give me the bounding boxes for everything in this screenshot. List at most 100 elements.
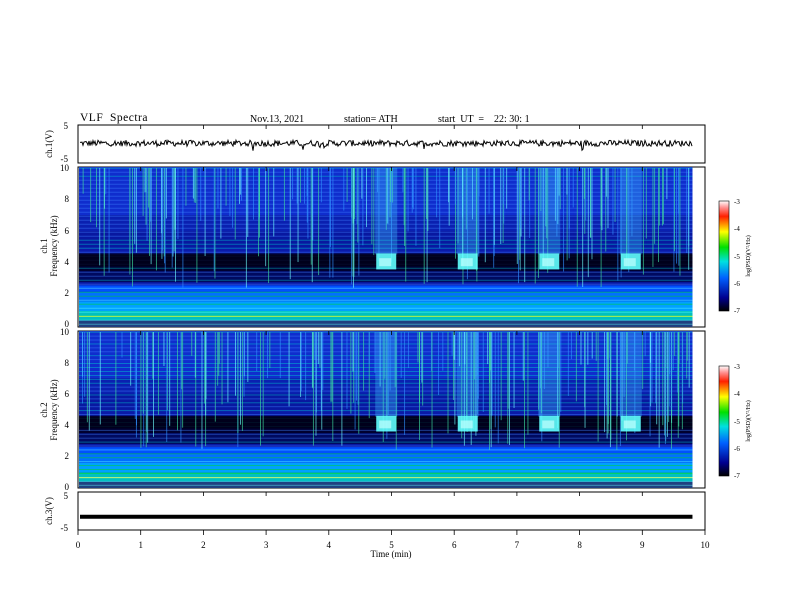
spectrogram-cell — [557, 332, 559, 368]
spectrogram-cell — [466, 332, 468, 423]
spectrogram-cell — [79, 319, 693, 321]
spectrogram-cell — [591, 332, 593, 359]
spectrogram-cell — [597, 332, 599, 442]
spectrogram-cell — [79, 453, 693, 455]
spectrogram-cell — [568, 168, 570, 229]
spectrogram-cell — [524, 332, 525, 449]
spectrogram-cell — [606, 332, 607, 405]
spectrogram-cell — [482, 332, 484, 412]
spectrogram-cell — [607, 168, 609, 229]
spectrogram-cell — [631, 168, 633, 237]
spectrogram-cell — [670, 332, 672, 410]
spectrogram-cell — [307, 168, 309, 239]
spectrogram-cell — [542, 258, 555, 267]
spectrogram-cell — [146, 168, 148, 193]
spectrogram-cell — [354, 168, 356, 219]
spectrogram-cell — [558, 168, 560, 196]
spectrogram-cell — [658, 168, 659, 263]
ch2-cb-tick-m5: -5 — [734, 418, 740, 426]
spectrogram-cell — [442, 332, 444, 371]
spectrogram-cell — [79, 386, 693, 388]
spectrogram-cell — [678, 332, 680, 427]
spectrogram-cell — [407, 168, 409, 232]
spectrogram-cell — [79, 433, 693, 435]
spectrogram-cell — [79, 227, 693, 229]
spectrogram-cell — [79, 351, 693, 353]
spectrogram-cell — [538, 332, 561, 417]
spectrogram-cell — [651, 332, 653, 403]
spectrogram-cell — [195, 168, 197, 203]
spectrogram-cell — [454, 332, 456, 425]
spectrogram-cell — [273, 168, 275, 237]
spectrogram-cell — [368, 332, 370, 419]
spectrogram-cell — [654, 168, 656, 244]
ch3-ylabel: ch.3(V) — [44, 497, 54, 525]
spectrogram-cell — [79, 275, 693, 277]
spectrogram-cell — [149, 168, 150, 256]
spectrogram-cell — [591, 168, 593, 260]
spectrogram-cell — [623, 258, 636, 267]
spectrogram-cell — [439, 168, 441, 249]
spectrogram-cell — [232, 168, 234, 228]
spectrogram-cell — [305, 332, 307, 401]
spectrogram-cell — [354, 332, 356, 430]
ch2-cb-tick-m7: -7 — [734, 472, 740, 480]
spectrogram-cell — [165, 168, 167, 219]
ch3-ytick-top: 5 — [64, 491, 69, 501]
spectrogram-cell — [645, 168, 647, 239]
spectrogram-cell — [79, 219, 693, 221]
spectrogram-cell — [177, 168, 179, 239]
spectrogram-cell — [79, 378, 693, 394]
spectrogram-cell — [201, 332, 203, 449]
x-tick-label: 6 — [452, 540, 457, 550]
spectrogram-cell — [362, 168, 364, 246]
ch2-ytick-6: 6 — [65, 389, 70, 399]
spectrogram-cell — [79, 347, 693, 349]
spectrogram-cell — [524, 168, 526, 283]
spectrogram-cell — [421, 332, 423, 383]
spectrogram-cell — [375, 168, 398, 255]
spectrogram-cell — [567, 332, 569, 396]
spectrogram-cell — [79, 301, 693, 311]
spectrogram-cell — [217, 168, 219, 209]
spectrogram-cell — [82, 168, 84, 194]
spectrogram-cell — [351, 168, 353, 277]
spectrogram-cell — [460, 420, 473, 429]
spectrogram-cell — [538, 332, 539, 410]
spectrogram-cell — [150, 168, 152, 265]
spectrogram-cell — [145, 168, 147, 225]
spectrogram-cell — [157, 332, 159, 415]
spectrogram-cell — [387, 168, 389, 224]
spectrogram-cell — [214, 168, 216, 279]
spectrogram-cell — [191, 332, 193, 356]
spectrogram-cell — [619, 168, 642, 255]
spectrogram-cell — [79, 343, 693, 345]
spectrogram-cell — [166, 332, 168, 442]
spectrogram-cell — [82, 332, 83, 404]
spectrogram-cell — [547, 332, 549, 368]
spectrogram-cell — [108, 168, 110, 273]
spectrogram-cell — [438, 332, 440, 396]
spectrogram-cell — [194, 168, 196, 201]
x-tick-label: 2 — [201, 540, 206, 550]
spectrogram-cell — [79, 247, 693, 249]
spectrogram-cell — [79, 374, 693, 376]
spectrogram-cell — [152, 332, 154, 379]
spectrogram-cell — [679, 168, 681, 276]
spectrogram-cell — [461, 332, 463, 439]
spectrogram-cell — [539, 332, 541, 420]
spectrogram-cell — [79, 307, 693, 309]
spectrogram-cell — [663, 168, 665, 225]
spectrogram-cell — [234, 168, 236, 240]
spectrogram-cell — [79, 339, 693, 341]
ch1-cb-label: log(PSD)(V²/Hz) — [745, 235, 752, 276]
ch2-colorbar: -3 -4 -5 -6 -7 log(PSD)(V²/Hz) — [718, 363, 752, 480]
spectrogram-cell — [105, 168, 107, 195]
spectrogram-cell — [99, 168, 101, 266]
spectrogram-cell — [218, 332, 220, 376]
spectrogram-cell — [620, 168, 622, 278]
spectrogram-cell — [389, 332, 391, 391]
spectrogram-cell — [252, 168, 254, 220]
spectrogram-cell — [560, 332, 562, 412]
ch2-spectrogram-image — [79, 331, 693, 488]
